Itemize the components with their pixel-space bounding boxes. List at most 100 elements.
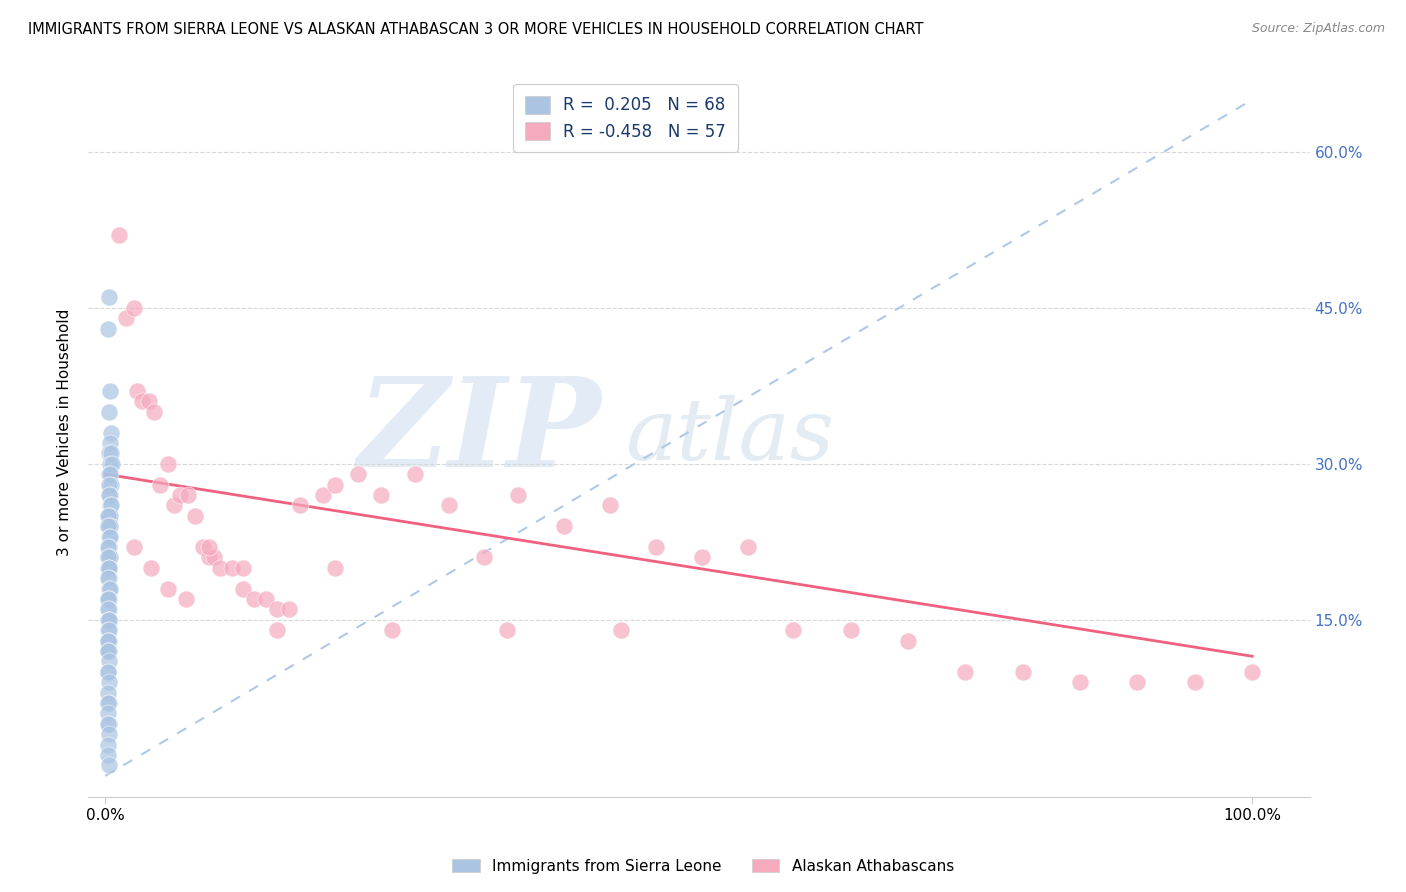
Point xyxy=(439,499,461,513)
Point xyxy=(197,540,219,554)
Point xyxy=(97,519,120,533)
Point xyxy=(404,467,426,482)
Point xyxy=(97,624,120,638)
Point xyxy=(97,540,120,554)
Point xyxy=(122,301,145,315)
Point xyxy=(97,530,120,544)
Point xyxy=(97,602,120,616)
Point xyxy=(312,488,335,502)
Point xyxy=(98,499,121,513)
Point xyxy=(1011,665,1033,679)
Point xyxy=(98,582,121,596)
Point xyxy=(97,665,120,679)
Point xyxy=(97,633,120,648)
Point xyxy=(97,758,120,772)
Point xyxy=(97,717,120,731)
Point xyxy=(97,592,120,607)
Point xyxy=(169,488,191,502)
Point xyxy=(98,550,121,565)
Point xyxy=(177,488,200,502)
Point xyxy=(138,394,160,409)
Point xyxy=(381,624,404,638)
Point xyxy=(127,384,149,398)
Point xyxy=(495,624,517,638)
Point xyxy=(157,582,180,596)
Point xyxy=(174,592,197,607)
Point xyxy=(782,624,804,638)
Point xyxy=(108,227,131,242)
Point xyxy=(98,457,121,471)
Point xyxy=(97,696,120,710)
Point xyxy=(100,477,122,491)
Point xyxy=(553,519,575,533)
Point xyxy=(290,499,312,513)
Point xyxy=(323,561,346,575)
Point xyxy=(1241,665,1264,679)
Point xyxy=(197,550,219,565)
Point xyxy=(97,644,120,658)
Point xyxy=(97,686,120,700)
Point xyxy=(98,488,121,502)
Point xyxy=(266,624,288,638)
Point xyxy=(98,467,121,482)
Point xyxy=(97,592,120,607)
Y-axis label: 3 or more Vehicles in Household: 3 or more Vehicles in Household xyxy=(58,309,72,557)
Point xyxy=(897,633,920,648)
Point xyxy=(221,561,243,575)
Point xyxy=(202,550,225,565)
Point xyxy=(1069,675,1091,690)
Point xyxy=(644,540,666,554)
Point xyxy=(97,675,120,690)
Legend: Immigrants from Sierra Leone, Alaskan Athabascans: Immigrants from Sierra Leone, Alaskan At… xyxy=(446,853,960,880)
Point xyxy=(97,508,120,523)
Point xyxy=(97,613,120,627)
Point xyxy=(97,613,120,627)
Point xyxy=(122,540,145,554)
Point xyxy=(98,436,121,450)
Point xyxy=(157,457,180,471)
Text: atlas: atlas xyxy=(626,395,835,477)
Text: IMMIGRANTS FROM SIERRA LEONE VS ALASKAN ATHABASCAN 3 OR MORE VEHICLES IN HOUSEHO: IMMIGRANTS FROM SIERRA LEONE VS ALASKAN … xyxy=(28,22,924,37)
Point xyxy=(1184,675,1206,690)
Point xyxy=(346,467,368,482)
Point xyxy=(737,540,759,554)
Point xyxy=(97,561,120,575)
Point xyxy=(690,550,713,565)
Point xyxy=(97,488,120,502)
Point xyxy=(243,592,266,607)
Point xyxy=(97,321,120,335)
Point xyxy=(97,613,120,627)
Point xyxy=(97,665,120,679)
Point xyxy=(472,550,495,565)
Point xyxy=(141,561,163,575)
Point xyxy=(97,290,120,304)
Point xyxy=(100,425,122,440)
Point xyxy=(97,582,120,596)
Point xyxy=(97,633,120,648)
Point xyxy=(508,488,530,502)
Point xyxy=(97,571,120,585)
Point xyxy=(599,499,621,513)
Point xyxy=(97,550,120,565)
Point xyxy=(97,446,120,460)
Point xyxy=(100,499,122,513)
Text: ZIP: ZIP xyxy=(357,372,602,493)
Point xyxy=(839,624,862,638)
Point xyxy=(100,446,122,460)
Text: Source: ZipAtlas.com: Source: ZipAtlas.com xyxy=(1251,22,1385,36)
Point xyxy=(97,540,120,554)
Point xyxy=(97,644,120,658)
Point xyxy=(97,519,120,533)
Point xyxy=(98,384,121,398)
Point xyxy=(97,508,120,523)
Point xyxy=(97,655,120,669)
Point xyxy=(97,467,120,482)
Point xyxy=(98,530,121,544)
Point xyxy=(97,706,120,721)
Point xyxy=(97,727,120,741)
Point xyxy=(266,602,288,616)
Point xyxy=(97,602,120,616)
Point xyxy=(115,311,138,326)
Point xyxy=(955,665,977,679)
Point xyxy=(97,592,120,607)
